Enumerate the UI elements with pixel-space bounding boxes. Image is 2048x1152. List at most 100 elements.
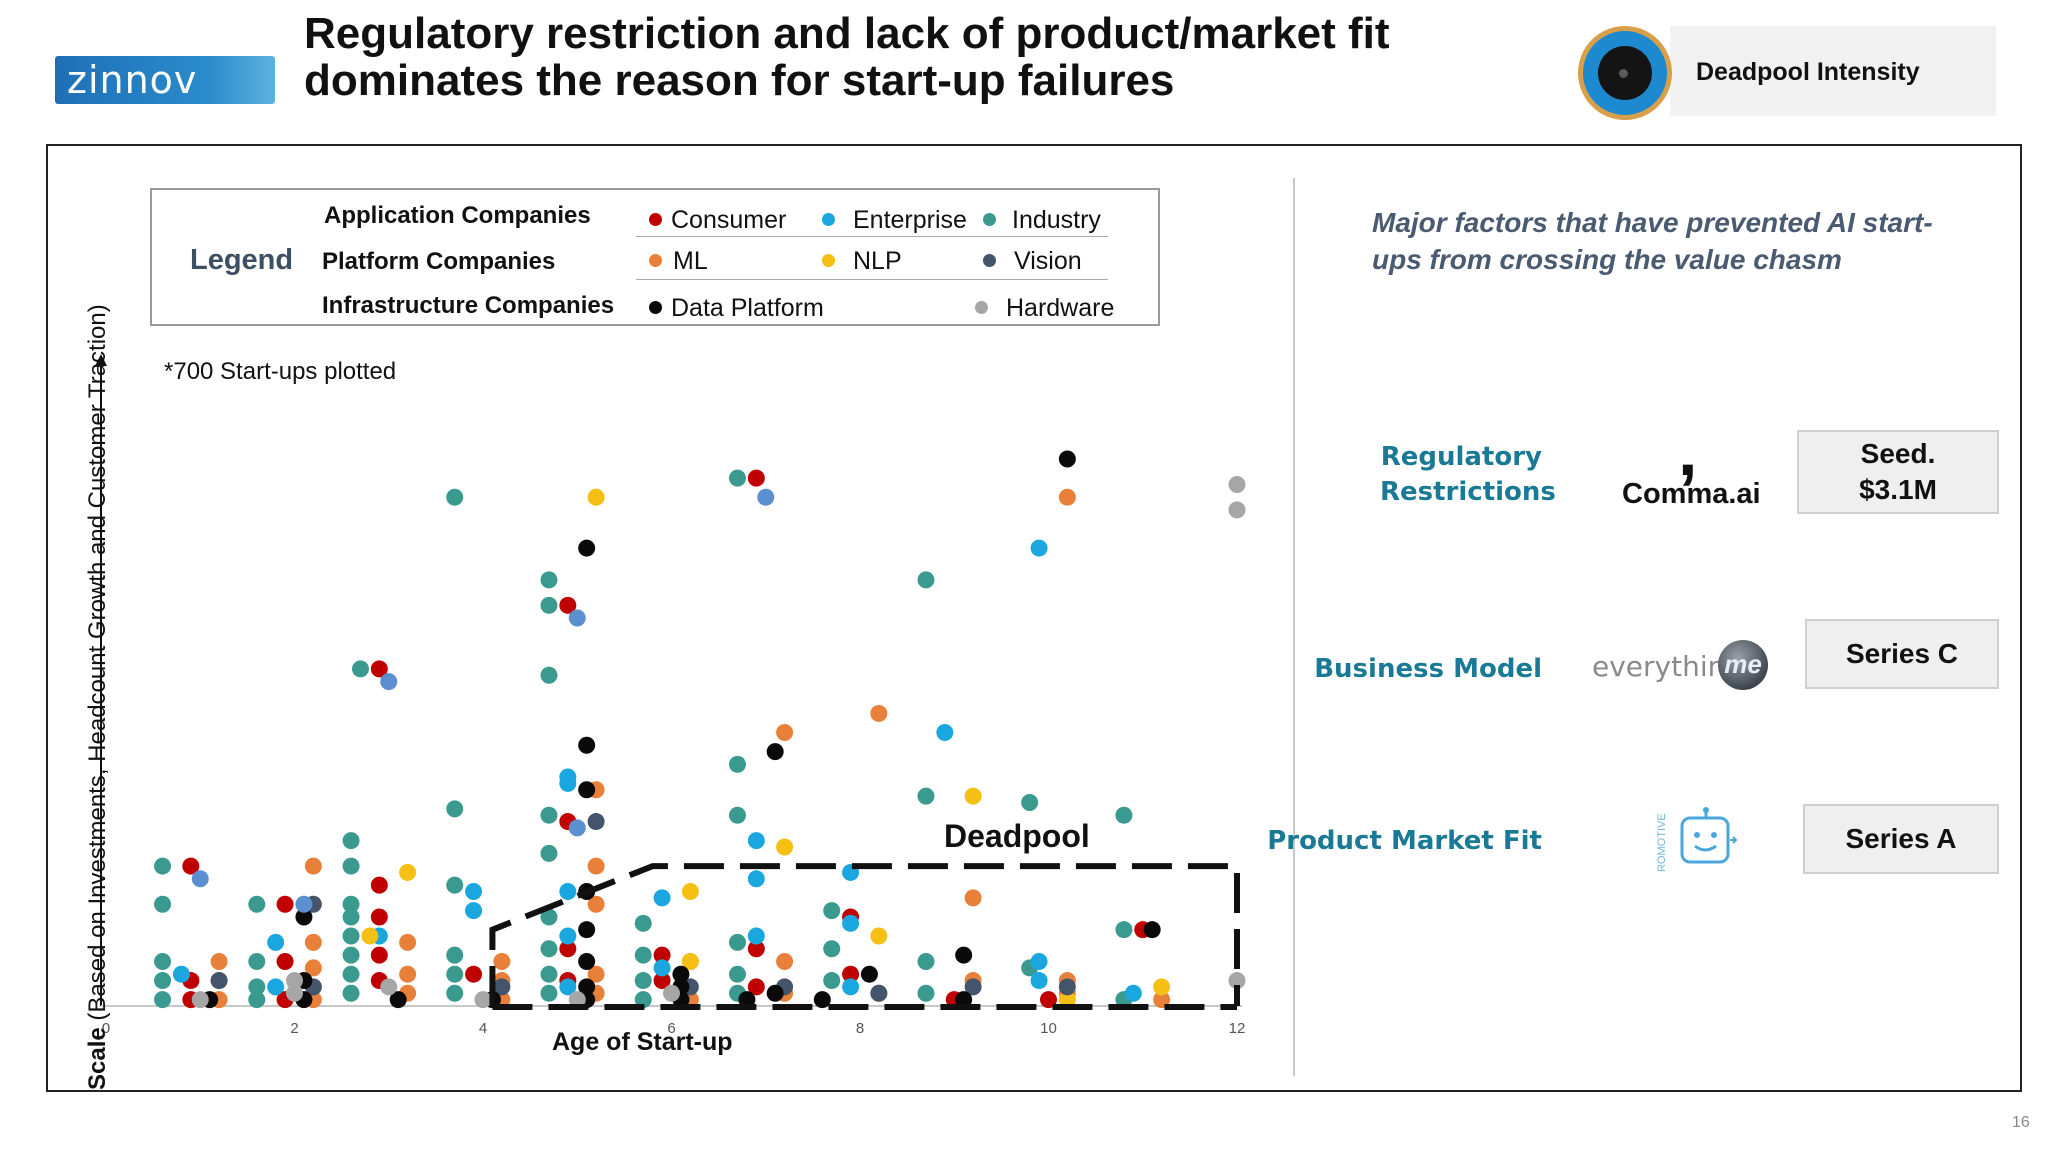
stage-seed-line-1: Seed.	[1860, 438, 1936, 469]
factor-product-market-fit-label: Product Market Fit	[1267, 826, 1542, 856]
data-point	[540, 908, 558, 926]
data-point	[1058, 450, 1076, 468]
zinnov-logo: zinnov	[55, 56, 275, 104]
data-point	[304, 933, 322, 951]
legend-dot-nlp	[822, 254, 835, 267]
factors-heading: Major factors that have prevented AI sta…	[1372, 207, 1933, 275]
data-point	[578, 736, 596, 754]
title-line-2: dominates the reason for start-up failur…	[304, 56, 1175, 105]
data-point	[342, 927, 360, 945]
data-point	[728, 806, 746, 824]
data-point	[446, 800, 464, 818]
data-point	[776, 838, 794, 856]
everything-me-badge: me	[1718, 640, 1768, 690]
data-point	[154, 972, 172, 990]
robot-logo-icon	[1680, 807, 1738, 864]
company-comma-ai: Comma.ai	[1622, 478, 1761, 510]
data-point	[1030, 539, 1048, 557]
data-point	[747, 469, 765, 487]
x-tick-label: 0	[102, 1020, 110, 1037]
data-point	[738, 991, 756, 1009]
data-point	[210, 952, 228, 970]
legend-item-vision: Vision	[1014, 247, 1082, 275]
factor-regulatory: Regulatory Restrictions	[1380, 440, 1556, 510]
legend-item-hardware: Hardware	[1006, 294, 1115, 322]
data-point	[370, 946, 388, 964]
data-point	[248, 952, 266, 970]
data-point	[342, 946, 360, 964]
stage-box-series-a: Series A	[1803, 804, 1999, 874]
x-tick-label: 10	[1040, 1020, 1057, 1037]
data-point	[276, 952, 294, 970]
deadpool-intensity-panel	[1670, 26, 1996, 116]
factor-product-market-fit: Product Market Fit	[1260, 824, 1542, 859]
data-point	[747, 940, 765, 958]
data-point	[578, 781, 596, 799]
company-everything-me: everything	[1592, 650, 1744, 683]
legend-item-nlp: NLP	[853, 247, 902, 275]
data-point	[493, 978, 511, 996]
data-point	[587, 857, 605, 875]
data-point	[248, 991, 266, 1009]
data-point	[370, 908, 388, 926]
data-point	[747, 927, 765, 945]
data-point	[870, 704, 888, 722]
data-point	[446, 984, 464, 1002]
data-point	[747, 870, 765, 888]
x-tick-label: 6	[667, 1020, 675, 1037]
legend-dot-industry	[983, 213, 996, 226]
data-point	[653, 972, 671, 990]
data-point	[465, 902, 483, 920]
data-point	[1058, 488, 1076, 506]
data-point	[399, 965, 417, 983]
data-point	[267, 933, 285, 951]
factor-regulatory-line-1: Regulatory	[1380, 442, 1542, 472]
data-point	[380, 978, 398, 996]
data-point	[446, 965, 464, 983]
data-point	[578, 978, 596, 996]
data-point	[351, 660, 369, 678]
data-point	[370, 660, 388, 678]
data-point	[663, 984, 680, 1002]
y-axis-label: Scale (Based on Investments, Headcount G…	[84, 304, 111, 1090]
robot-logo-tag: ROMOTIVE	[1656, 813, 1668, 872]
data-point	[182, 857, 200, 875]
data-point	[342, 832, 360, 850]
data-point	[540, 984, 558, 1002]
data-point	[154, 895, 172, 913]
data-point	[964, 889, 982, 907]
data-point	[653, 946, 671, 964]
data-point	[1143, 921, 1161, 939]
data-point	[870, 927, 888, 945]
x-tick-label: 12	[1229, 1020, 1246, 1037]
logo-text: zinnov	[67, 58, 198, 102]
data-point	[757, 488, 775, 506]
data-point	[964, 978, 982, 996]
legend-rule-2	[636, 279, 1108, 280]
data-point	[446, 946, 464, 964]
data-point	[568, 819, 586, 837]
data-point	[370, 876, 388, 894]
data-point	[540, 965, 558, 983]
data-point	[568, 609, 586, 627]
legend-group-infrastructure: Infrastructure Companies	[322, 292, 615, 319]
factor-business-model: Business Model	[1260, 652, 1542, 687]
data-point	[955, 991, 973, 1009]
data-point	[823, 940, 841, 958]
data-point	[380, 673, 398, 691]
data-point	[823, 972, 841, 990]
legend-group-platform: Platform Companies	[322, 248, 556, 275]
data-point	[559, 927, 577, 945]
data-point	[361, 927, 379, 945]
page-title: Regulatory restriction and lack of produ…	[304, 10, 1504, 104]
data-point	[304, 959, 322, 977]
stage-seed-line-2: $3.1M	[1859, 474, 1937, 505]
legend-item-industry: Industry	[1012, 206, 1101, 234]
data-point	[559, 978, 577, 996]
data-point	[1030, 972, 1048, 990]
data-point	[446, 488, 464, 506]
data-point	[1228, 972, 1246, 990]
deadpool-annotation: Deadpool	[944, 818, 1090, 854]
legend-dot-hardware	[975, 301, 988, 314]
